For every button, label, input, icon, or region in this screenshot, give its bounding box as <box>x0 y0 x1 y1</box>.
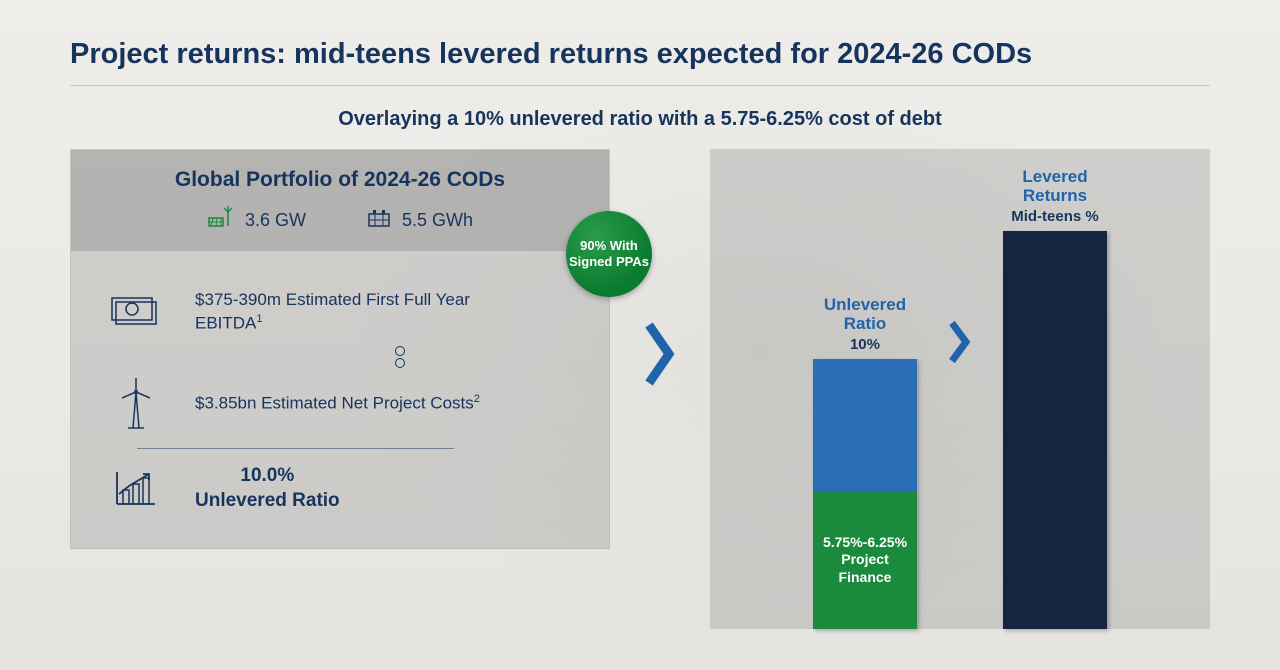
result-percent: 10.0% <box>240 465 294 486</box>
left-panel-body: $375-390m Estimated First Full Year EBIT… <box>71 251 609 548</box>
result-row: 10.0% Unlevered Ratio <box>107 463 573 514</box>
capacity-gw: 3.6 GW <box>207 206 306 235</box>
left-panel-divider <box>137 448 454 449</box>
result-text: 10.0% Unlevered Ratio <box>195 463 340 514</box>
levered-label: LeveredReturns Mid-teens % <box>1011 167 1099 225</box>
unlevered-title: UnleveredRatio <box>824 295 906 334</box>
capacity-gwh-value: 5.5 GWh <box>402 210 473 231</box>
wind-turbine-icon <box>107 378 165 430</box>
bar-chart: UnleveredRatio 10% 5.75%-6.25% Project F… <box>813 149 1107 629</box>
left-panel-heading: Global Portfolio of 2024-26 CODs <box>91 168 589 192</box>
cost-row: $3.85bn Estimated Net Project Costs2 <box>107 378 573 430</box>
solar-wind-icon <box>207 206 235 235</box>
unlevered-value: 10% <box>824 336 906 353</box>
levered-title: LeveredReturns <box>1011 167 1099 206</box>
battery-storage-icon <box>366 206 392 235</box>
ebitda-row: $375-390m Estimated First Full Year EBIT… <box>107 289 573 336</box>
ebitda-value: $375-390m Estimated First Full Year EBIT… <box>195 290 470 333</box>
project-finance-text: 5.75%-6.25% Project Finance <box>819 534 911 587</box>
mini-chevron-right-icon <box>949 318 971 371</box>
cost-text: $3.85bn Estimated Net Project Costs2 <box>195 392 480 416</box>
levered-bar <box>1003 231 1107 629</box>
unlevered-label: UnleveredRatio 10% <box>824 295 906 353</box>
ebitda-text: $375-390m Estimated First Full Year EBIT… <box>195 289 495 336</box>
left-panel: Global Portfolio of 2024-26 CODs <box>70 149 610 549</box>
left-panel-header: Global Portfolio of 2024-26 CODs <box>71 150 609 251</box>
capacity-gw-value: 3.6 GW <box>245 210 306 231</box>
capacity-metrics: 3.6 GW <box>91 206 589 235</box>
content-columns: Global Portfolio of 2024-26 CODs <box>70 149 1210 629</box>
page-subtitle: Overlaying a 10% unlevered ratio with a … <box>70 108 1210 131</box>
ppa-badge: 90% With Signed PPAs <box>566 211 652 297</box>
page-title: Project returns: mid-teens levered retur… <box>70 38 1210 86</box>
growth-chart-icon <box>107 468 165 508</box>
left-panel-wrap: Global Portfolio of 2024-26 CODs <box>70 149 610 549</box>
money-icon <box>107 294 165 330</box>
capacity-gwh: 5.5 GWh <box>366 206 473 235</box>
ppa-badge-text: 90% With Signed PPAs <box>566 238 652 271</box>
unlevered-bar: 5.75%-6.25% Project Finance <box>813 359 917 629</box>
division-symbol <box>227 346 573 368</box>
levered-value: Mid-teens % <box>1011 208 1099 225</box>
right-chart-panel: UnleveredRatio 10% 5.75%-6.25% Project F… <box>710 149 1210 629</box>
cost-value: $3.85bn Estimated Net Project Costs <box>195 393 474 412</box>
result-label: Unlevered Ratio <box>195 490 340 511</box>
slide: Project returns: mid-teens levered retur… <box>0 0 1280 629</box>
ebitda-footnote: 1 <box>256 313 262 325</box>
project-finance-segment: 5.75%-6.25% Project Finance <box>813 491 917 629</box>
unlevered-bar-group: UnleveredRatio 10% 5.75%-6.25% Project F… <box>813 165 917 629</box>
cost-footnote: 2 <box>474 393 480 405</box>
levered-bar-group: LeveredReturns Mid-teens % <box>1003 155 1107 629</box>
chevron-right-icon <box>645 319 675 394</box>
